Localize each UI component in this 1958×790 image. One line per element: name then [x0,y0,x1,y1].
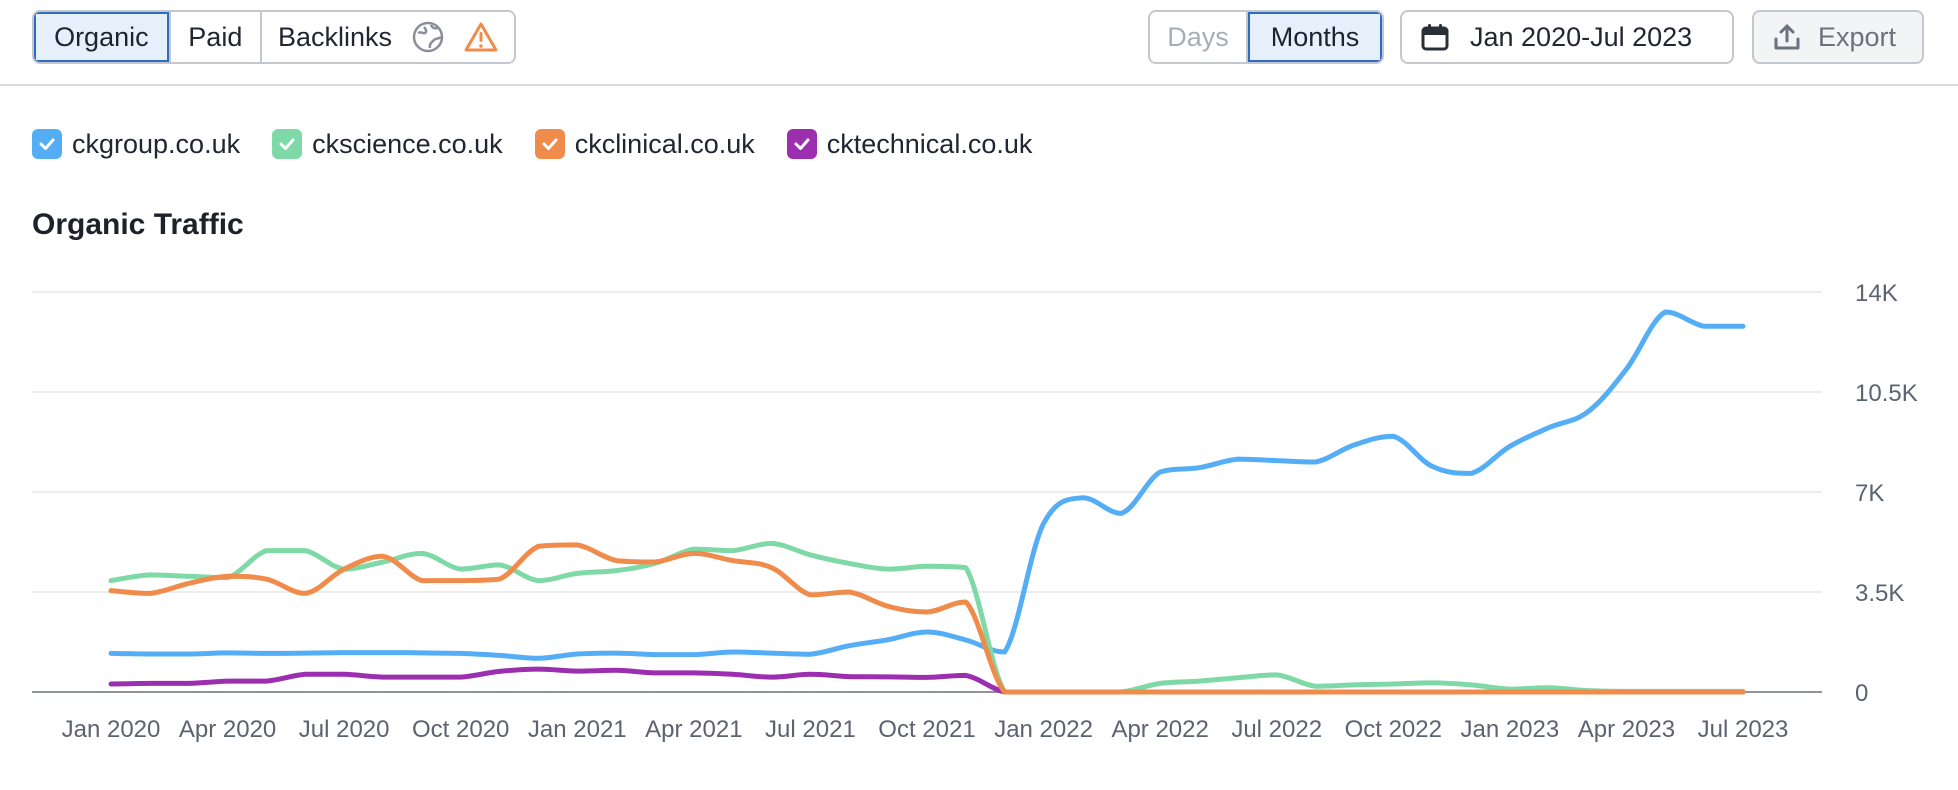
x-axis-ticks: Jan 2020 Apr 2020 Jul 2020 Oct 2020 Jan 2021… [62,716,1789,743]
legend-item-ckgroup[interactable]: ckgroup.co.uk [32,129,240,160]
checkbox-icon[interactable] [32,129,62,159]
y-tick-label: 3.5K [1855,580,1904,607]
legend-label: cktechnical.co.uk [826,128,1033,159]
x-tick-label: Apr 2023 [1578,716,1675,743]
legend-label: ckscience.co.uk [312,128,503,159]
checkbox-icon[interactable] [786,129,817,159]
x-tick-label: Apr 2020 [179,716,276,743]
series-line-ckgroup[interactable] [108,309,1746,661]
x-tick-label: Oct 2021 [878,716,975,743]
chart-title: Organic Traffic [32,208,244,241]
export-button[interactable]: Export [1752,10,1924,64]
legend: ckgroup.co.uk ckscience.co.uk ckclinical… [32,126,1064,162]
months-button[interactable]: Months [1248,12,1382,62]
legend-item-cktechnical[interactable]: cktechnical.co.uk [786,128,1033,160]
organic-traffic-chart: Jan 2020 Apr 2020 Jul 2020 Oct 2020 Jan 2021… [32,280,1918,743]
y-tick-label: 7K [1855,480,1884,507]
export-label: Export [1818,21,1897,52]
x-tick-label: Jul 2021 [765,716,856,743]
report-tabs: Organic Paid Backlinks [32,10,516,64]
x-tick-label: Apr 2022 [1111,716,1208,743]
y-tick-label: 10.5K [1855,380,1918,407]
tab-backlinks[interactable]: Backlinks [261,12,514,62]
x-tick-label: Jul 2023 [1698,716,1789,743]
toolbar: Organic Paid Backlinks Days Months [0,0,1958,86]
tab-backlinks-label: Backlinks [277,21,392,52]
checkbox-icon[interactable] [534,129,565,159]
legend-item-ckscience[interactable]: ckscience.co.uk [272,129,503,160]
date-range-label: Jan 2020-Jul 2023 [1470,21,1693,52]
upload-icon [1774,24,1800,50]
x-tick-label: Oct 2020 [412,716,509,743]
y-axis-ticks: 0 3.5K 7K 10.5K 14K [1855,280,1918,707]
series-line-ckclinical[interactable] [108,542,1746,695]
checkbox-icon[interactable] [272,129,303,159]
tab-paid[interactable]: Paid [170,12,262,62]
legend-label: ckgroup.co.uk [72,128,241,159]
x-tick-label: Oct 2022 [1345,716,1442,743]
x-tick-label: Jan 2022 [994,716,1093,743]
warning-icon[interactable] [464,21,498,53]
date-range-button[interactable]: Jan 2020-Jul 2023 [1400,10,1734,64]
series-line-ckscience[interactable] [108,540,1746,695]
series-layer [108,309,1746,695]
y-tick-label: 14K [1855,280,1898,307]
x-tick-label: Jul 2020 [299,716,390,743]
y-tick-label: 0 [1855,680,1868,707]
legend-item-ckclinical[interactable]: ckclinical.co.uk [534,128,755,160]
calendar-icon [1421,24,1449,51]
x-tick-label: Jan 2021 [528,716,627,743]
legend-label: ckclinical.co.uk [574,128,755,159]
days-button[interactable]: Days [1150,12,1248,62]
x-tick-label: Jan 2023 [1460,716,1559,743]
x-tick-label: Jan 2020 [62,716,161,743]
globe-icon [412,21,444,53]
x-tick-label: Jul 2022 [1231,716,1322,743]
tab-organic[interactable]: Organic [34,12,171,62]
x-tick-label: Apr 2021 [645,716,742,743]
period-toggle: Days Months [1148,10,1384,64]
